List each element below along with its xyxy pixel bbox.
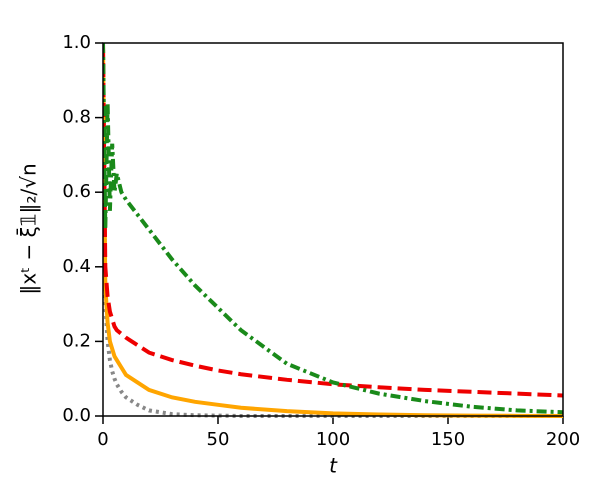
y-tick-label: 0.0: [62, 405, 91, 426]
x-tick-label: 50: [207, 429, 230, 450]
y-tick-label: 0.6: [62, 181, 91, 202]
y-tick-label: 0.2: [62, 330, 91, 351]
y-axis-label: ‖xᵗ − ξ̄𝟙‖₂/√n: [16, 163, 41, 294]
x-tick-label: 200: [546, 429, 580, 450]
series-line: [103, 42, 563, 398]
y-tick-label: 0.8: [62, 107, 91, 128]
series-line: [103, 42, 563, 415]
plot-frame: [102, 42, 564, 417]
x-tick-label: 100: [316, 429, 350, 450]
x-tick-label: 150: [431, 429, 465, 450]
series-line: [103, 42, 563, 418]
y-tick-label: 0.4: [62, 256, 91, 277]
x-axis-label: t: [329, 454, 338, 478]
y-tick-label: 1.0: [62, 32, 91, 53]
x-tick-label: 0: [97, 429, 108, 450]
